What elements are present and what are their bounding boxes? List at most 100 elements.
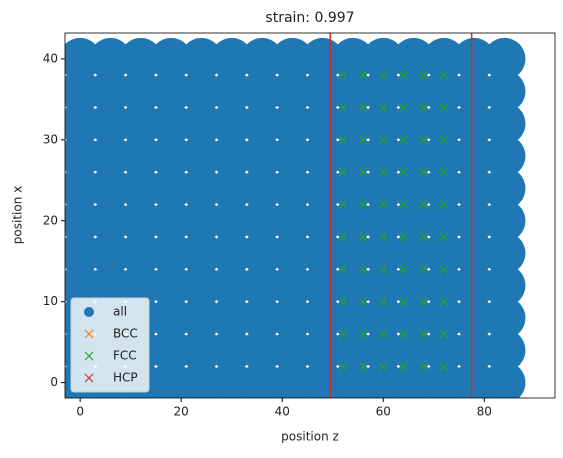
point [358, 200, 368, 209]
point [422, 264, 465, 307]
legend-label: FCC [113, 349, 137, 363]
point [271, 199, 314, 242]
point [241, 135, 284, 178]
point [399, 70, 408, 80]
point [439, 135, 449, 145]
point [378, 167, 388, 177]
point [301, 329, 344, 372]
x-tick-label: 80 [477, 405, 492, 419]
legend-marker [84, 351, 94, 361]
point [180, 232, 223, 275]
point [453, 167, 496, 210]
point [119, 264, 162, 307]
legend-marker [84, 307, 94, 317]
point [338, 167, 348, 177]
point [399, 362, 408, 371]
point [271, 135, 314, 178]
point [89, 167, 132, 210]
point [241, 102, 284, 145]
point [89, 264, 132, 307]
point [439, 297, 449, 307]
point [358, 232, 368, 242]
point [210, 135, 253, 178]
point [241, 199, 284, 242]
point [150, 199, 193, 242]
point [392, 102, 435, 145]
point [241, 232, 284, 275]
point [271, 264, 314, 307]
point [150, 102, 193, 145]
point [422, 167, 465, 210]
point [358, 297, 368, 307]
point [210, 167, 253, 210]
point [271, 329, 314, 372]
point [331, 329, 374, 372]
point [241, 37, 284, 80]
point [399, 297, 408, 307]
point [119, 37, 162, 80]
point [210, 264, 253, 307]
point [362, 296, 405, 339]
point [362, 102, 405, 145]
point [439, 70, 449, 80]
point [422, 199, 465, 242]
point [439, 264, 449, 274]
point [362, 135, 405, 178]
point [362, 329, 405, 372]
point [301, 70, 344, 113]
legend-box [70, 297, 150, 393]
point [392, 329, 435, 372]
point [419, 167, 429, 177]
point [338, 362, 348, 371]
point [65, 264, 102, 307]
point [89, 70, 132, 113]
point [180, 264, 223, 307]
point [65, 135, 102, 178]
y-tick-label: 30 [43, 132, 58, 146]
point [119, 232, 162, 275]
point [392, 135, 435, 178]
point [65, 37, 102, 80]
point [392, 167, 435, 210]
point [210, 102, 253, 145]
point [119, 70, 162, 113]
point [150, 135, 193, 178]
point [65, 167, 102, 210]
point [439, 167, 449, 177]
point [483, 135, 526, 178]
point [301, 296, 344, 339]
point [241, 167, 284, 210]
point [331, 199, 374, 242]
point [338, 70, 348, 80]
point [331, 102, 374, 145]
point [483, 102, 526, 145]
point [241, 329, 284, 372]
point [180, 37, 223, 80]
point [338, 103, 348, 112]
point [150, 232, 193, 275]
point [439, 232, 449, 242]
point [301, 167, 344, 210]
point [392, 37, 435, 80]
point [89, 199, 132, 242]
point [453, 296, 496, 339]
point [378, 362, 388, 371]
point [419, 264, 429, 274]
x-axis-label: position z [281, 430, 339, 444]
point [419, 362, 429, 371]
point [301, 102, 344, 145]
point [338, 329, 348, 339]
point [483, 199, 526, 242]
point [399, 135, 408, 145]
point [210, 232, 253, 275]
point [422, 102, 465, 145]
point [150, 167, 193, 210]
point [439, 329, 449, 339]
chart-title: strain: 0.997 [265, 10, 354, 26]
point [483, 296, 526, 339]
point [89, 37, 132, 80]
point [483, 232, 526, 275]
point [150, 264, 193, 307]
point [483, 264, 526, 307]
point [119, 167, 162, 210]
